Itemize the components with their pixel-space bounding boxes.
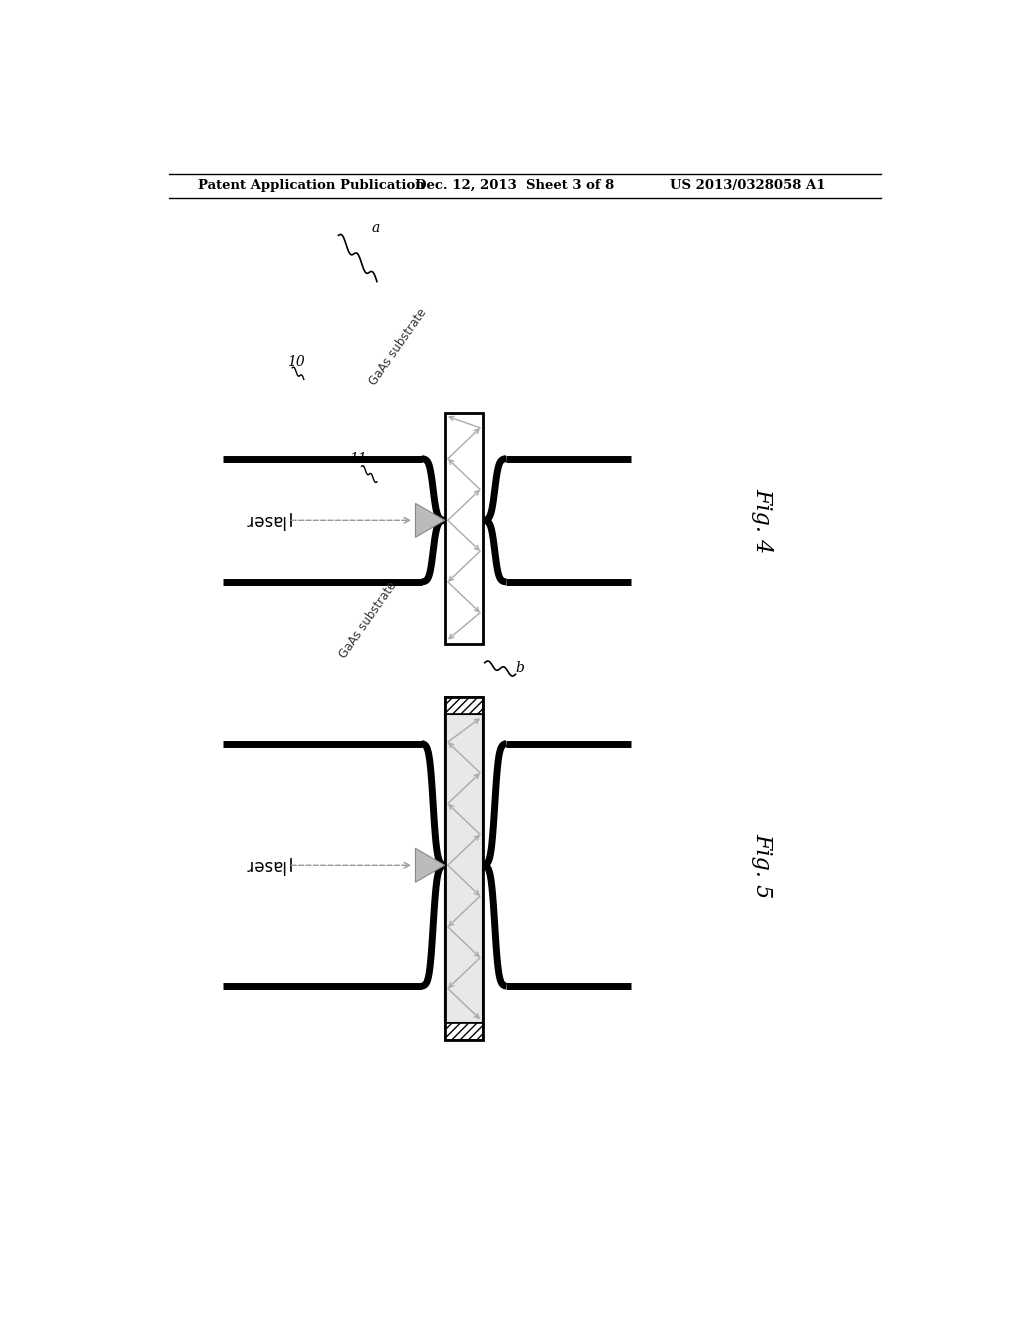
Text: a: a xyxy=(372,220,380,235)
Text: 10: 10 xyxy=(288,355,305,370)
Text: Fig. 5: Fig. 5 xyxy=(751,833,773,898)
Text: GaAs substrate: GaAs substrate xyxy=(368,306,430,388)
Text: US 2013/0328058 A1: US 2013/0328058 A1 xyxy=(670,178,825,191)
Polygon shape xyxy=(416,849,444,882)
Text: Patent Application Publication: Patent Application Publication xyxy=(199,178,425,191)
Text: b: b xyxy=(515,661,524,675)
Text: GaAs substrate: GaAs substrate xyxy=(337,579,399,661)
Text: Dec. 12, 2013  Sheet 3 of 8: Dec. 12, 2013 Sheet 3 of 8 xyxy=(416,178,614,191)
Bar xyxy=(444,714,483,1023)
Text: Fig. 4: Fig. 4 xyxy=(751,487,773,553)
Text: laser: laser xyxy=(244,511,285,529)
Bar xyxy=(444,412,483,644)
Bar xyxy=(444,1023,483,1040)
Bar xyxy=(444,697,483,1040)
Polygon shape xyxy=(416,503,444,537)
Text: laser: laser xyxy=(244,857,285,874)
Text: 11: 11 xyxy=(349,451,367,466)
Bar xyxy=(444,697,483,714)
